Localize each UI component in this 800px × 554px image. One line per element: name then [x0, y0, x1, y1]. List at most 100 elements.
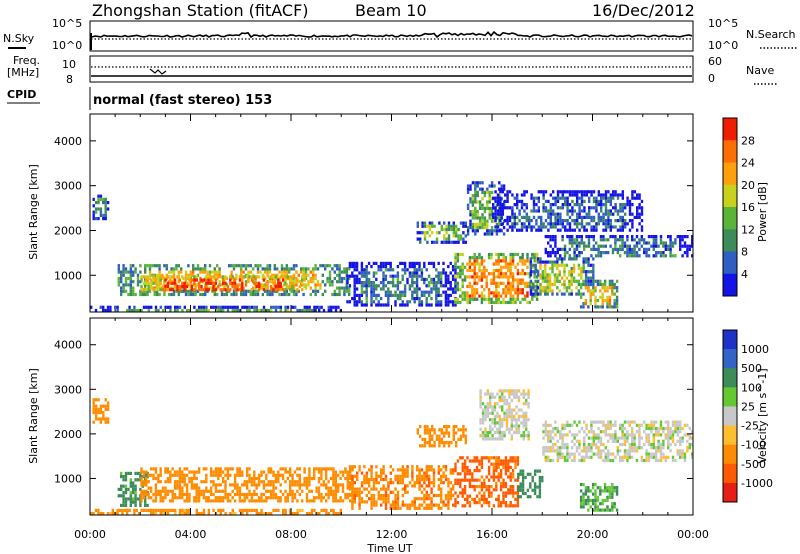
- colorbar-segment: [723, 463, 737, 484]
- scatter-region: [117, 471, 149, 507]
- scatter-region: [544, 235, 693, 258]
- freq-tick-top: 10: [62, 58, 76, 71]
- nave-dip: [149, 68, 167, 75]
- colorbar-tick-label: -25: [741, 420, 759, 433]
- freq-unit: [MHz]: [7, 66, 39, 79]
- nsky-tick-bottom: 10^0: [52, 39, 82, 52]
- freq-panel: Freq. [MHz] 10 8 60 0 Nave: [7, 54, 778, 86]
- colorbar-tick-label: 4: [741, 268, 748, 281]
- colorbar-tick-label: 500: [741, 362, 762, 375]
- nsky-panel: N.Sky 10^5 10^0 10^5 10^0 N.Search: [3, 17, 798, 52]
- colorbar-segment: [723, 349, 737, 369]
- scatter-region: [92, 194, 110, 221]
- scatter-region: [479, 389, 530, 441]
- y-tick-label: 2000: [54, 428, 82, 441]
- colorbar-segment: [723, 482, 737, 503]
- colorbar-tick-label: 1000: [741, 343, 769, 356]
- freq-label: Freq.: [13, 54, 40, 67]
- velocity-colorbar-label: Velocity [m s^-1]: [756, 368, 769, 463]
- colorbar-frame: [722, 117, 738, 297]
- y-tick-label: 4000: [54, 339, 82, 352]
- scatter-region: [92, 398, 110, 424]
- power-x-axis: [89, 114, 694, 312]
- colorbar-frame: [722, 329, 738, 503]
- y-tick-label: 3000: [54, 180, 82, 193]
- y-tick-label: 4000: [54, 135, 82, 148]
- colorbar-tick-label: 8: [741, 246, 748, 259]
- colorbar-segment: [723, 118, 737, 141]
- colorbar-tick-label: 25: [741, 400, 755, 413]
- nsearch-tick-top: 10^5: [708, 17, 738, 30]
- colorbar-segment: [723, 162, 737, 186]
- cpid-label: CPID: [7, 88, 36, 101]
- colorbar-segment: [723, 273, 737, 297]
- scatter-region: [492, 190, 644, 232]
- colorbar-tick-label: 24: [741, 157, 755, 170]
- nsky-tick-top: 10^5: [52, 17, 82, 30]
- y-tick-label: 3000: [54, 383, 82, 396]
- scatter-region: [348, 465, 455, 510]
- colorbar-segment: [723, 444, 737, 465]
- scatter-region: [416, 221, 467, 244]
- nsearch-tick-bottom: 10^0: [708, 39, 738, 52]
- cpid-value: normal (fast stereo) 153: [93, 93, 272, 108]
- velocity-y-axis: 1000 2000 3000 4000: [54, 339, 693, 485]
- colorbar-segment: [723, 406, 737, 426]
- x-tick-label: 04:00: [175, 528, 207, 541]
- velocity-ylabel: Slant Range [km]: [27, 368, 40, 464]
- scatter-region: [346, 261, 457, 307]
- scatter-region: [140, 467, 354, 503]
- colorbar-segment: [723, 368, 737, 388]
- colorbar-tick-label: -100: [741, 439, 766, 452]
- colorbar-tick-label: -1000: [741, 477, 773, 490]
- y-tick-label: 1000: [54, 269, 82, 282]
- power-colorbar: Power [dB] 28 24 20 16 12 8 4: [722, 117, 769, 297]
- scatter-region: [579, 482, 619, 512]
- freq-tick-bottom: 8: [66, 73, 73, 86]
- nave-label: Nave: [746, 64, 774, 77]
- y-tick-label: 2000: [54, 224, 82, 237]
- colorbar-tick-label: -500: [741, 458, 766, 471]
- x-tick-label: 20:00: [577, 528, 609, 541]
- colorbar-segment: [723, 184, 737, 208]
- scatter-region: [90, 508, 342, 515]
- colorbar-tick-label: 16: [741, 201, 755, 214]
- beam-label: Beam 10: [355, 1, 427, 20]
- velocity-panel: 1000 2000 3000 4000 Slant Range [km]: [27, 317, 694, 516]
- power-y-axis: 1000 2000 3000 4000: [54, 135, 693, 282]
- colorbar-segment: [723, 207, 737, 230]
- x-tick-label: 08:00: [275, 528, 307, 541]
- power-panel: 1000 2000 3000 4000 Slant Range [km]: [27, 113, 694, 313]
- x-tick-label: 00:00: [74, 528, 106, 541]
- y-tick-label: 1000: [54, 472, 82, 485]
- velocity-colorbar: Velocity [m s^-1] 1000 500 100 25 -25 -100 -50…: [722, 329, 773, 503]
- scatter-region: [454, 456, 520, 508]
- xlabel: Time UT: [366, 542, 412, 554]
- time-tick-labels: 00:00 04:00 08:00 12:00 16:00 20:00 00:00: [74, 528, 709, 541]
- colorbar-tick-label: 28: [741, 134, 755, 147]
- power-colorbar-label: Power [dB]: [756, 182, 769, 242]
- colorbar-tick-label: 12: [741, 223, 755, 236]
- colorbar-segment: [723, 140, 737, 163]
- nave-tick-top: 60: [708, 55, 722, 68]
- x-tick-label: 16:00: [476, 528, 508, 541]
- station-title: Zhongshan Station (fitACF): [92, 1, 309, 20]
- scatter-region: [517, 469, 544, 499]
- scatter-region: [416, 425, 467, 448]
- nsky-label: N.Sky: [3, 32, 35, 45]
- colorbar-segment: [723, 330, 737, 350]
- scatter-region: [529, 257, 595, 296]
- scatter-region: [140, 275, 306, 292]
- scatter-region: [90, 305, 342, 312]
- date-label: 16/Dec/2012: [592, 1, 695, 20]
- scatter-region: [454, 252, 539, 305]
- colorbar-segment: [723, 251, 737, 275]
- x-tick-label: 12:00: [376, 528, 408, 541]
- velocity-heatmap: [90, 389, 693, 515]
- scatter-region: [542, 420, 693, 463]
- nsky-series: [91, 30, 693, 39]
- colorbar-segment: [723, 425, 737, 445]
- power-heatmap: [90, 181, 693, 312]
- colorbar-segment: [723, 387, 737, 407]
